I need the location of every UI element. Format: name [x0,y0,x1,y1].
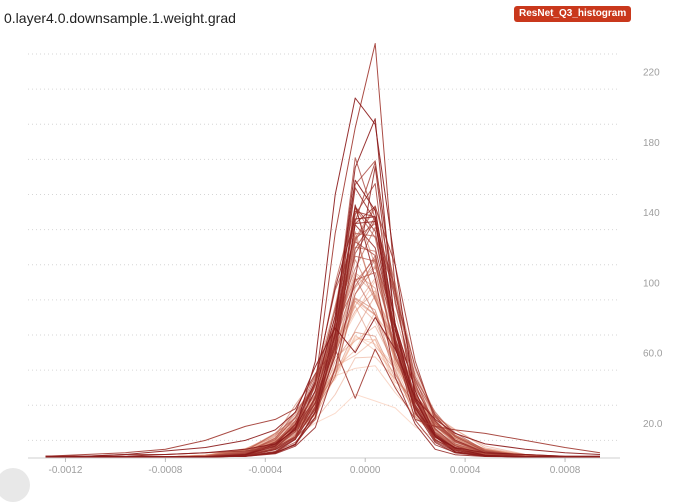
run-badge[interactable]: ResNet_Q3_histogram [514,6,632,22]
y-tick-label: 180 [643,138,660,149]
histogram-series-line [45,97,600,457]
y-tick-label: 140 [643,208,660,219]
corner-action-button[interactable] [0,468,30,502]
x-tick-label: 0.0000 [350,465,381,476]
y-tick-label: 20.0 [643,419,663,430]
histogram-series-line [45,187,600,458]
chart-title: 0.layer4.0.downsample.1.weight.grad [4,10,236,26]
histogram-series-line [45,219,600,458]
x-tick-label: -0.0004 [248,465,282,476]
x-axis: -0.0012 -0.0008 -0.0004 0.0000 0.0004 0.0008 [28,457,620,476]
histogram-series-line [45,210,600,458]
histogram-series-line [45,393,600,458]
series-layer [45,43,601,458]
histogram-chart: -0.0012 -0.0008 -0.0004 0.0000 0.0004 0.0008 … [28,43,663,476]
histogram-series-line [45,179,600,458]
y-tick-label: 100 [643,278,660,289]
histogram-series-line [45,216,600,458]
y-tick-label: 60.0 [643,349,663,360]
histogram-series-line [45,216,600,458]
histogram-series-line [45,317,601,457]
histogram-series-line [45,161,600,458]
histogram-series-line [45,223,600,458]
histogram-series-line [45,221,600,458]
histogram-series-line [45,157,600,458]
histogram-series-line [45,160,600,458]
x-tick-label: 0.0008 [550,465,581,476]
y-tick-label: 220 [643,68,660,79]
histogram-series-line [45,166,600,458]
x-tick-label: -0.0012 [49,465,83,476]
histogram-series-line [45,226,600,458]
histogram-series-line [45,348,601,457]
x-tick-label: -0.0008 [148,465,182,476]
x-tick-label: 0.0004 [450,465,481,476]
y-axis: 20.0 60.0 100 140 180 220 [643,68,663,430]
histogram-series-line [45,183,600,458]
histogram-series-line [45,224,600,458]
